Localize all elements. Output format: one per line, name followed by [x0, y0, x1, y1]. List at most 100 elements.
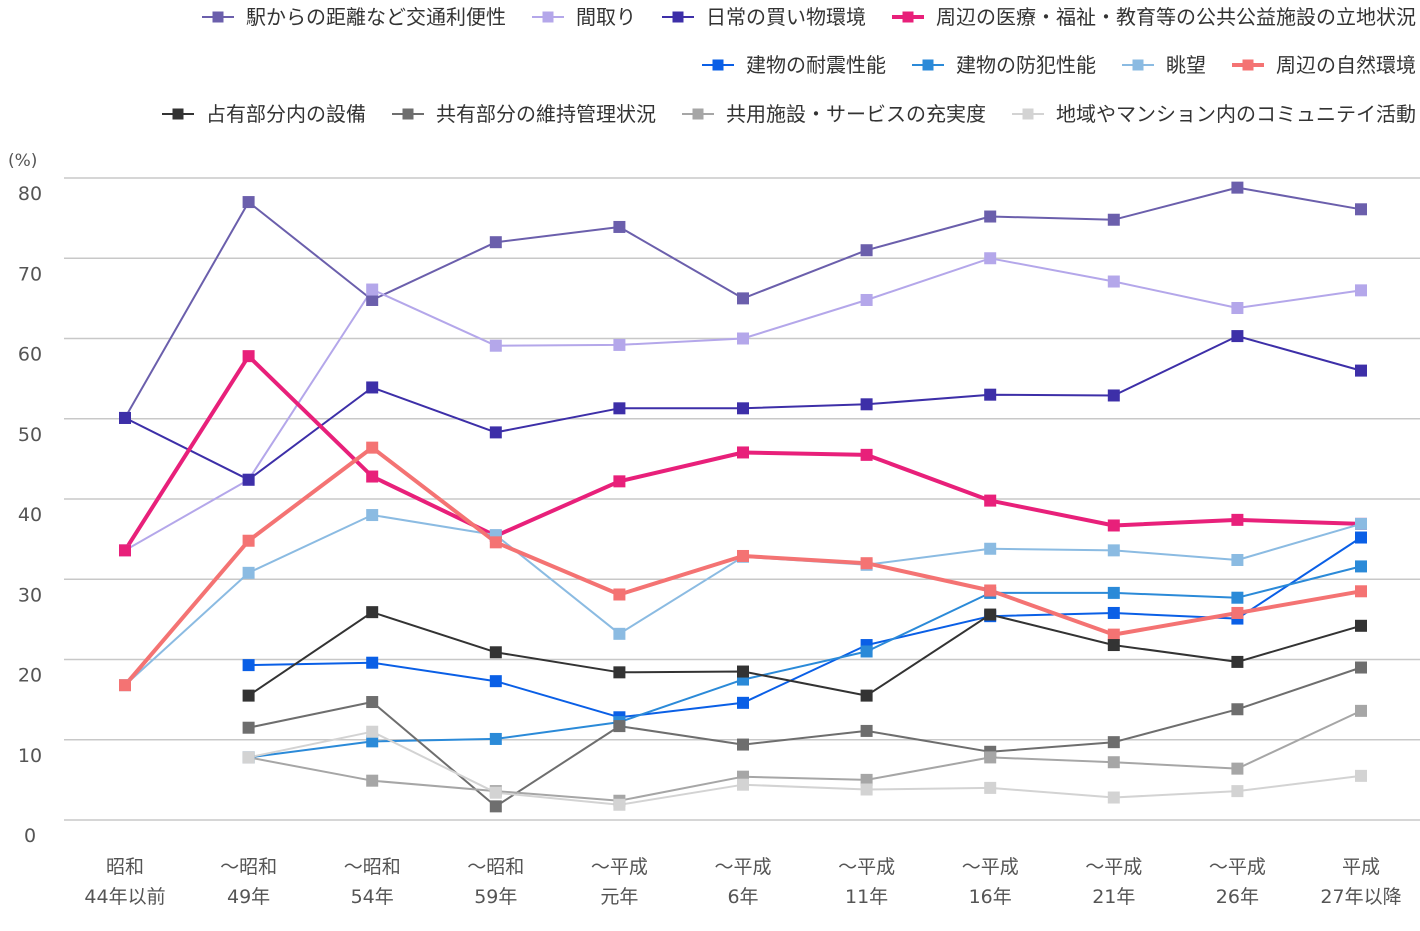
- y-axis-ticks: 0 10 20 30 40 50 60 70 80: [18, 183, 42, 847]
- x-tick-label: ～昭和: [220, 856, 277, 878]
- legend-label: 共有部分の維持管理状況: [436, 102, 656, 126]
- data-point: [489, 800, 502, 813]
- data-point: [613, 798, 626, 811]
- x-tick-label: 16年: [969, 886, 1012, 908]
- data-point: [984, 751, 997, 764]
- legend-item: 建物の耐震性能: [702, 53, 886, 77]
- legend-item: 駅からの距離など交通利便性: [202, 5, 506, 29]
- x-tick-label: 21年: [1092, 886, 1135, 908]
- data-point: [984, 494, 997, 507]
- data-point: [1231, 513, 1244, 526]
- data-point: [366, 381, 379, 394]
- data-point: [242, 350, 255, 363]
- legend-marker-swatch: [542, 11, 554, 23]
- data-point: [242, 534, 255, 547]
- data-point: [242, 473, 255, 486]
- data-point: [613, 338, 626, 351]
- data-point: [489, 646, 502, 659]
- data-point: [1231, 655, 1244, 668]
- legend-item: 地域やマンション内のコミュニテイ活動: [1012, 102, 1416, 126]
- data-point: [1355, 585, 1367, 598]
- data-point: [737, 696, 749, 709]
- data-point: [860, 448, 873, 461]
- data-point: [1355, 769, 1367, 782]
- x-tick-label: 平成: [1342, 856, 1380, 878]
- data-point: [1355, 661, 1367, 674]
- data-point: [1231, 785, 1244, 798]
- x-tick-label: ～平成: [962, 856, 1019, 878]
- legend-label: 周辺の自然環境: [1276, 53, 1416, 77]
- data-point: [1355, 203, 1367, 216]
- data-point: [984, 584, 997, 597]
- data-point: [1107, 756, 1120, 769]
- legend-marker-swatch: [672, 11, 684, 23]
- x-tick-label: 11年: [845, 886, 888, 908]
- data-point: [860, 244, 873, 257]
- data-point: [119, 679, 131, 692]
- series-line: [248, 565, 1362, 759]
- data-point: [1355, 531, 1367, 544]
- legend-marker-swatch: [1242, 59, 1254, 71]
- data-point: [1231, 553, 1244, 566]
- legend-marker-swatch: [1132, 59, 1144, 71]
- data-point: [860, 689, 873, 702]
- data-point: [366, 293, 379, 306]
- data-point: [1355, 619, 1367, 632]
- data-point: [984, 210, 997, 223]
- data-point: [1231, 181, 1244, 194]
- data-point: [1231, 591, 1244, 604]
- x-tick-label: 6年: [727, 886, 758, 908]
- y-tick-label: 70: [18, 263, 42, 285]
- data-point: [1231, 330, 1244, 343]
- series-line: [248, 730, 1362, 806]
- data-point: [737, 332, 749, 345]
- x-tick-label: 54年: [351, 886, 394, 908]
- series-line: [248, 536, 1362, 719]
- data-point: [242, 659, 255, 672]
- data-point: [1107, 389, 1120, 402]
- data-point: [366, 725, 379, 738]
- data-point: [242, 196, 255, 209]
- legend-item: 周辺の医療・福祉・教育等の公共公益施設の立地状況: [892, 5, 1416, 29]
- data-point: [613, 402, 626, 415]
- legend-item: 建物の防犯性能: [912, 53, 1096, 77]
- x-tick-label: 26年: [1216, 886, 1259, 908]
- data-point: [1107, 213, 1120, 226]
- data-point: [737, 665, 749, 678]
- data-point: [860, 724, 873, 737]
- data-point: [613, 666, 626, 679]
- data-point: [1231, 703, 1244, 716]
- data-point: [860, 557, 873, 570]
- data-point: [737, 446, 749, 459]
- data-point: [860, 773, 873, 786]
- series-line: [123, 445, 1362, 687]
- x-tick-label: ～平成: [714, 856, 771, 878]
- data-point: [366, 509, 379, 522]
- legend-label: 眺望: [1166, 53, 1206, 77]
- x-tick-label: 元年: [600, 886, 638, 908]
- y-tick-label: 80: [18, 183, 42, 205]
- data-point: [366, 656, 379, 669]
- x-tick-label: ～平成: [591, 856, 648, 878]
- data-point: [613, 220, 626, 233]
- data-point: [1355, 704, 1367, 717]
- data-point: [489, 675, 502, 688]
- x-tick-label: 27年以降: [1320, 886, 1401, 908]
- x-tick-label: 59年: [474, 886, 517, 908]
- legend-label: 建物の耐震性能: [746, 53, 886, 77]
- data-point: [737, 549, 749, 562]
- legend-item: 共用施設・サービスの充実度: [682, 102, 986, 126]
- data-point: [489, 786, 502, 799]
- legend-item: 周辺の自然環境: [1232, 53, 1416, 77]
- data-point: [366, 283, 379, 296]
- data-point: [119, 544, 131, 557]
- series-line: [248, 709, 1362, 802]
- x-tick-label: 44年以前: [84, 886, 165, 908]
- x-tick-label: ～平成: [1209, 856, 1266, 878]
- y-tick-label: 0: [24, 825, 36, 847]
- data-point: [242, 721, 255, 734]
- legend-item: 占有部分内の設備: [162, 102, 366, 126]
- x-tick-label: ～平成: [1085, 856, 1142, 878]
- y-tick-label: 60: [18, 344, 42, 366]
